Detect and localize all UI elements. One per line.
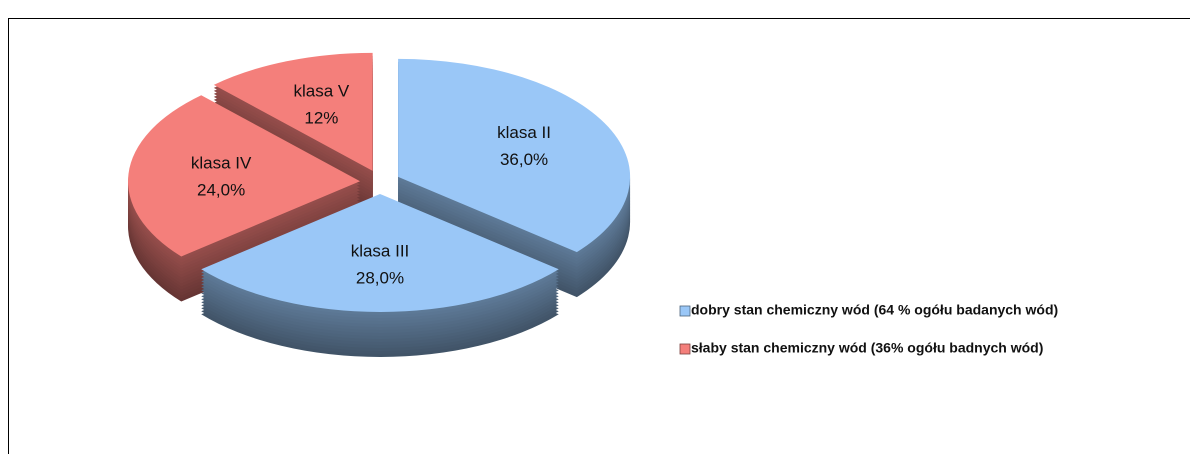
value-label: 12%	[304, 108, 338, 127]
legend-label: słaby stan chemiczny wód (36% ogółu badn…	[691, 340, 1043, 356]
slice-label: klasa II	[497, 123, 551, 142]
slice	[398, 58, 631, 253]
value-label: 28,0%	[356, 268, 404, 287]
value-label: 24,0%	[197, 180, 245, 199]
slice-label: klasa III	[351, 241, 410, 260]
slice	[201, 194, 559, 312]
slice	[128, 95, 361, 257]
legend-label: dobry stan chemiczny wód (64 % ogółu bad…	[691, 302, 1058, 318]
slice-label: klasa IV	[191, 153, 252, 172]
slice	[213, 52, 373, 171]
legend-swatch	[679, 305, 691, 317]
slice-label: klasa V	[294, 81, 350, 100]
value-label: 36,0%	[500, 150, 548, 169]
legend-swatch	[679, 343, 691, 355]
